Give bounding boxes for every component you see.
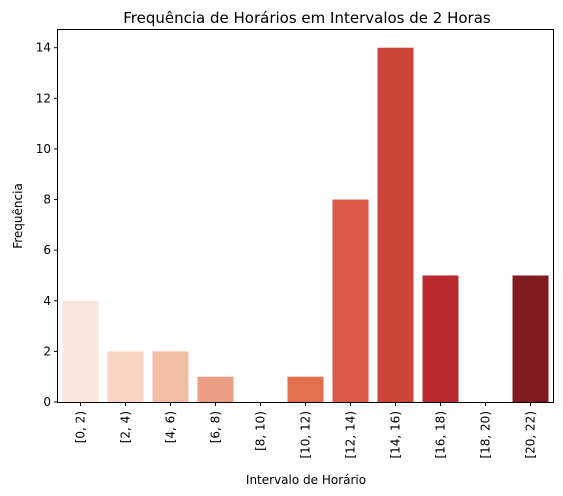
x-tick-label: [10, 12) — [299, 411, 313, 459]
y-tick-label: 12 — [36, 91, 51, 105]
y-tick-label: 14 — [36, 41, 51, 55]
bar-5 — [287, 376, 324, 402]
y-tick-label: 0 — [43, 395, 51, 409]
plot-frame — [57, 29, 554, 403]
chart-title: Frequência de Horários em Intervalos de … — [123, 9, 491, 27]
y-axis-label: Frequência — [11, 183, 25, 249]
bar-1 — [107, 351, 144, 402]
y-tick-label: 2 — [43, 344, 51, 358]
bar-6 — [332, 199, 369, 402]
x-tick-label: [14, 16) — [389, 411, 403, 459]
x-axis-label: Intervalo de Horário — [246, 473, 366, 487]
y-tick-label: 10 — [36, 142, 51, 156]
x-tick-label: [12, 14) — [344, 411, 358, 459]
bar-8 — [422, 275, 459, 402]
x-axis-ticks: [0, 2) [2, 4) [4, 6) [6, 8) [8, 10) [10, 12) [… — [74, 402, 538, 459]
bar-10 — [512, 275, 549, 402]
x-tick-label: [0, 2) — [74, 411, 88, 443]
x-tick-label: [16, 18) — [434, 411, 448, 459]
bar-3 — [197, 376, 234, 402]
y-axis-ticks: 0 2 4 6 8 10 12 14 — [36, 41, 58, 409]
x-tick-label: [6, 8) — [209, 411, 223, 443]
y-tick-label: 8 — [43, 193, 51, 207]
bars-group — [62, 47, 549, 402]
x-tick-label: [2, 4) — [119, 411, 133, 443]
x-tick-label: [4, 6) — [164, 411, 178, 443]
x-tick-label: [20, 22) — [524, 411, 538, 459]
y-tick-label: 4 — [43, 294, 51, 308]
y-tick-label: 6 — [43, 243, 51, 257]
bar-2 — [152, 351, 189, 402]
x-tick-label: [8, 10) — [254, 411, 268, 451]
x-tick-label: [18, 20) — [479, 411, 493, 459]
bar-7 — [377, 47, 414, 402]
bar-0 — [62, 300, 99, 402]
